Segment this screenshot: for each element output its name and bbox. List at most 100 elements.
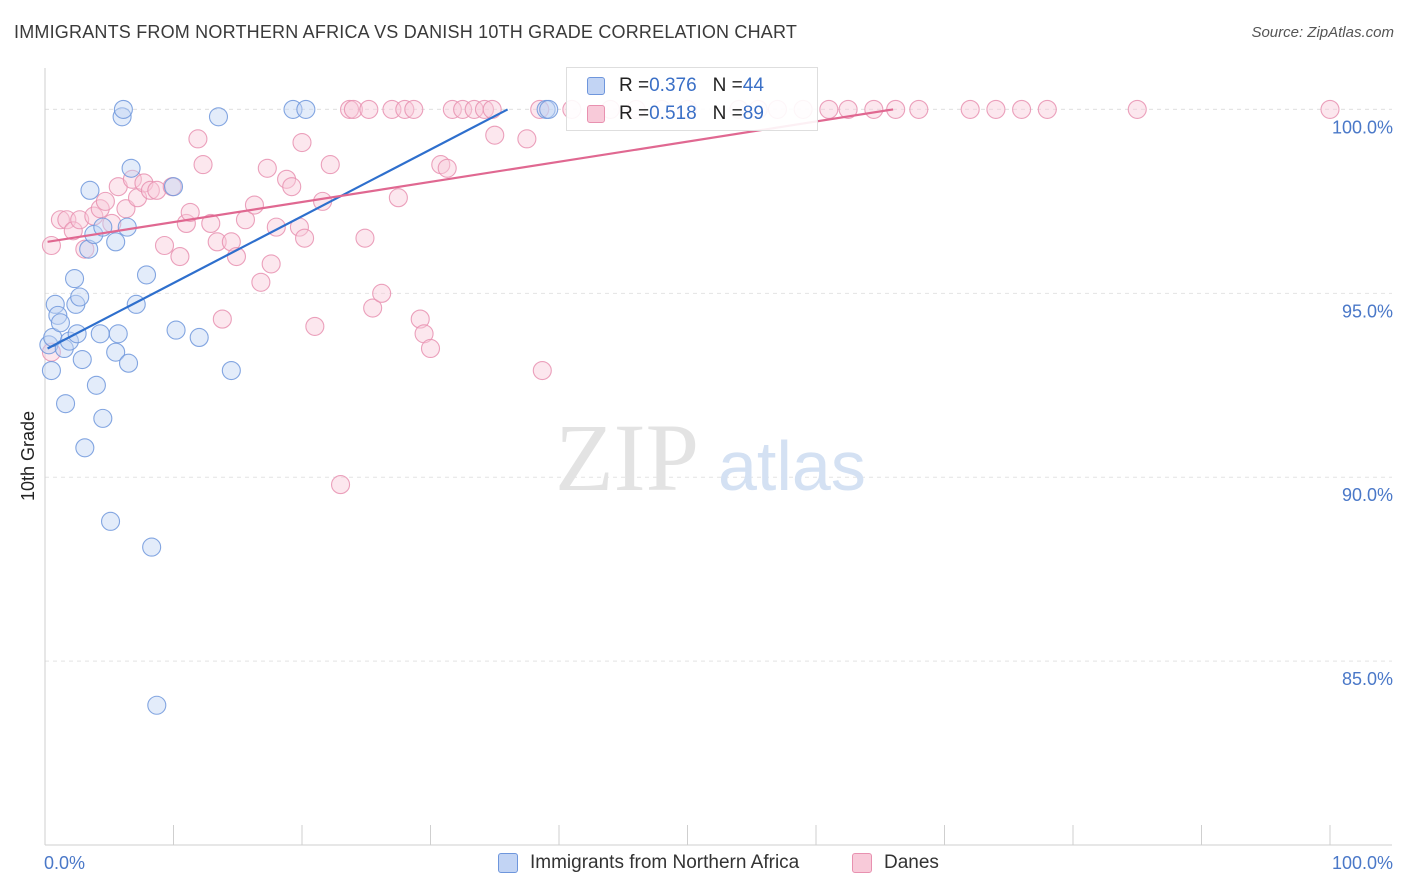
danes-point-20 (170, 246, 190, 267)
legend-blue-r-value: 0.376 (649, 75, 697, 96)
danes-point-79 (838, 99, 858, 119)
danes-point-57 (420, 338, 441, 359)
legend-row-blue: R = 0.376 N = 44 (587, 74, 764, 98)
danes-point-82 (909, 99, 929, 119)
danes-point-52 (388, 188, 408, 208)
danes-point-68 (532, 361, 552, 381)
danes-point-84 (986, 99, 1006, 119)
immigrants-point-5 (50, 313, 70, 333)
immigrants-point-18 (86, 375, 106, 395)
danes-point-23 (188, 129, 208, 149)
danes-point-44 (330, 475, 351, 495)
source-credit: Source: ZipAtlas.com (1251, 24, 1394, 41)
legend-item-immigrants[interactable]: Immigrants from Northern Africa (498, 852, 799, 874)
danes-point-64 (482, 99, 502, 119)
immigrants-point-30 (121, 158, 141, 178)
immigrants-point-37 (189, 327, 209, 348)
immigrants-point-4 (48, 305, 68, 325)
danes-point-41 (305, 316, 325, 336)
immigrants-trend-line (47, 108, 509, 350)
danes-point-26 (207, 232, 227, 252)
danes-point-85 (1012, 99, 1032, 119)
danes-point-61 (453, 99, 473, 119)
danes-point-47 (355, 228, 375, 248)
legend-pink-r-label: R = (619, 103, 650, 124)
immigrants-point-26 (112, 107, 132, 127)
danes-point-40 (295, 228, 315, 248)
immigrants-point-25 (108, 324, 128, 344)
danes-point-32 (251, 272, 271, 292)
danes-point-5 (70, 210, 90, 230)
danes-point-34 (261, 254, 281, 274)
danes-point-86 (1037, 99, 1057, 119)
legend-swatch-immigrants (498, 853, 518, 873)
legend-row-pink: R = 0.518 N = 89 (587, 102, 764, 126)
gridlines (45, 108, 1392, 662)
danes-point-46 (343, 99, 363, 119)
danes-point-78 (819, 99, 839, 119)
danes-point-22 (180, 202, 200, 222)
danes-point-63 (474, 99, 495, 119)
danes-point-65 (485, 125, 505, 145)
danes-point-39 (292, 132, 312, 153)
immigrants-point-24 (106, 342, 126, 362)
danes-point-18 (154, 235, 175, 256)
danes-point-37 (282, 177, 302, 197)
danes-point-66 (517, 129, 537, 149)
watermark-atlas: atlas (718, 427, 866, 505)
y-tick-label-85: 85.0% (1342, 669, 1393, 689)
danes-point-16 (140, 180, 160, 200)
danes-point-4 (63, 221, 83, 241)
immigrants-point-28 (117, 217, 137, 237)
immigrants-point-1 (41, 361, 61, 381)
legend-swatch-blue (587, 77, 605, 95)
legend-swatch-danes (852, 853, 872, 873)
immigrants-point-22 (100, 511, 121, 531)
immigrants-point-43 (539, 99, 559, 119)
x-tick-label-min: 0.0% (44, 853, 85, 873)
danes-point-60 (442, 99, 462, 119)
immigrants-point-33 (142, 537, 162, 557)
immigrants-point-23 (106, 232, 126, 252)
legend-swatch-pink (587, 105, 605, 123)
danes-point-48 (359, 99, 379, 119)
danes-point-27 (212, 309, 232, 329)
danes-point-88 (1320, 99, 1340, 119)
danes-point-83 (960, 99, 980, 119)
danes-point-55 (410, 309, 430, 329)
stats-legend: R = 0.376 N = 44 R = 0.518 N = 89 (566, 67, 818, 131)
danes-point-2 (50, 210, 70, 230)
legend-item-danes[interactable]: Danes (852, 852, 939, 874)
immigrants-point-14 (75, 438, 95, 458)
immigrants-point-20 (93, 408, 113, 428)
chart-title: IMMIGRANTS FROM NORTHERN AFRICA VS DANIS… (14, 22, 798, 42)
legend-label-immigrants: Immigrants from Northern Africa (530, 852, 800, 873)
watermark: ZIP atlas (555, 404, 866, 511)
legend-blue-n-label: N = (712, 75, 743, 96)
legend-blue-n-value: 44 (742, 75, 764, 96)
immigrants-point-9 (65, 269, 85, 289)
immigrants-point-32 (136, 265, 157, 285)
immigrants-point-13 (72, 349, 92, 370)
legend-pink-r-value: 0.518 (649, 103, 697, 124)
legend-blue-r-label: R = (619, 75, 650, 96)
immigrants-point-15 (79, 239, 99, 259)
immigrants-point-7 (56, 394, 76, 414)
danes-point-80 (864, 99, 884, 119)
danes-point-25 (201, 213, 221, 233)
immigrants-point-36 (166, 320, 186, 340)
y-axis-label: 10th Grade (18, 411, 38, 501)
danes-point-43 (320, 155, 340, 175)
danes-point-59 (437, 158, 457, 178)
immigrants-point-12 (70, 287, 90, 307)
trend-lines (47, 108, 894, 350)
watermark-zip: ZIP (555, 404, 699, 511)
danes-point-9 (95, 191, 115, 211)
y-tick-label-90: 90.0% (1342, 485, 1393, 505)
series-legend: Immigrants from Northern Africa Danes (0, 852, 1406, 878)
danes-point-54 (404, 99, 424, 119)
immigrants-point-41 (296, 99, 316, 119)
danes-point-58 (431, 155, 451, 175)
y-tick-label-100: 100.0% (1332, 117, 1393, 137)
